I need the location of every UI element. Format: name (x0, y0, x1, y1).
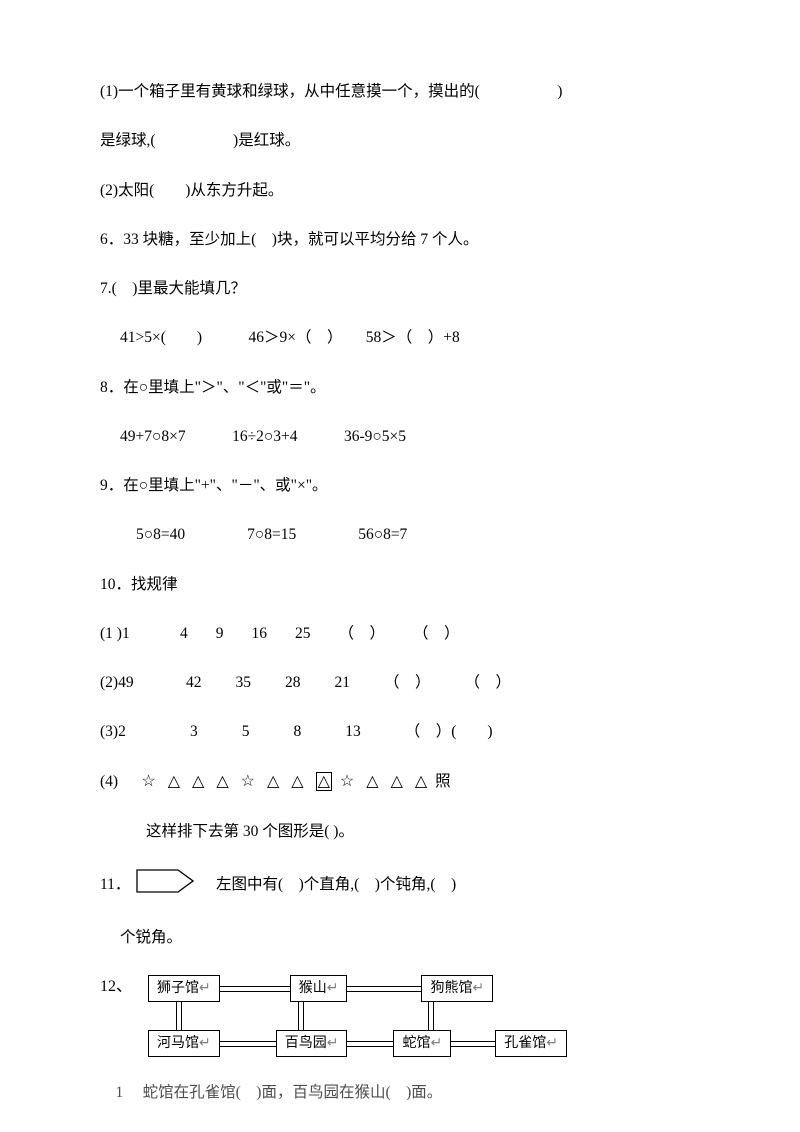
zoo-box: 狗熊馆↵ (421, 975, 493, 1002)
marker-icon: ↵ (472, 981, 484, 996)
q9a-line: 5○8=40 7○8=15 56○8=7 (100, 523, 700, 546)
q10-line: 10．找规律 (100, 573, 700, 596)
zoo-label: 孔雀馆 (504, 1036, 546, 1051)
seq-item: 42 (186, 671, 202, 694)
q10-2-row: (2)49 42 35 28 21 （ ） （ ） (100, 671, 700, 694)
q2-line: (2)太阳( )从东方升起。 (100, 179, 700, 202)
seq-item: 13 (345, 720, 361, 743)
seq-item: 16 (252, 622, 268, 645)
seq-label: (2)49 (100, 671, 152, 694)
seq-label: (1 )1 (100, 622, 152, 645)
q12-row: 12、 狮子馆↵ 猴山↵ 狗熊馆↵ 河马馆↵ 百鸟园↵ 蛇馆↵ (100, 975, 700, 1057)
seq-item: 9 (216, 622, 224, 645)
zoo-connector (428, 1002, 434, 1030)
q8a-line: 49+7○8×7 16÷2○3+4 36-9○5×5 (100, 425, 700, 448)
marker-icon: ↵ (327, 981, 339, 996)
zoo-box: 河马馆↵ (148, 1030, 220, 1057)
seq-item: 8 (294, 720, 302, 743)
q11-line: 11． 左图中有( )个直角,( )个钝角,( ) (100, 869, 700, 900)
zoo-connector (298, 1002, 304, 1030)
zoo-label: 猴山 (299, 981, 327, 996)
zoo-connector (220, 1041, 276, 1047)
zoo-label: 蛇馆 (402, 1036, 430, 1051)
q10-4-tail: 照 (435, 773, 451, 790)
zoo-label: 狗熊馆 (430, 981, 472, 996)
zoo-box: 蛇馆↵ (393, 1030, 451, 1057)
q6-line: 6．33 块糖，至少加上( )块，就可以平均分给 7 个人。 (100, 228, 700, 251)
zoo-box: 猴山↵ (290, 975, 348, 1002)
zoo-connector (347, 986, 421, 992)
zoo-diagram: 狮子馆↵ 猴山↵ 狗熊馆↵ 河马馆↵ 百鸟园↵ 蛇馆↵ 孔雀馆↵ (148, 975, 567, 1057)
q8-line: 8．在○里填上"＞"、"＜"或"＝"。 (100, 376, 700, 399)
zoo-box: 百鸟园↵ (276, 1030, 348, 1057)
seq-item: 4 (180, 622, 188, 645)
zoo-box: 狮子馆↵ (148, 975, 220, 1002)
q10-4-row: (4) ☆ △ △ △ ☆ △ △ △ ☆ △ △ △ 照 (100, 770, 700, 794)
zoo-connector (220, 986, 290, 992)
seq-item: （ ） (413, 622, 460, 645)
q1-line-b: 是绿球,( )是红球。 (100, 129, 700, 152)
zoo-connector (347, 1041, 393, 1047)
seq-item: 28 (285, 671, 301, 694)
q10-4b-line: 这样排下去第 30 个图形是( )。 (100, 820, 700, 843)
zoo-label: 河马馆 (157, 1036, 199, 1051)
seq-item: （ ） (384, 671, 431, 694)
q10-3-row: (3)2 3 5 8 13 （ ）( ) (100, 720, 700, 743)
q1-line-a: (1)一个箱子里有黄球和绿球，从中任意摸一个，摸出的( ) (100, 80, 700, 103)
q7a-line: 41>5×( ) 46＞9×（ ） 58＞（ ）+8 (100, 326, 700, 349)
q10-1-row: (1 )1 4 9 16 25 （ ） （ ） (100, 622, 700, 645)
seq-item: （ ） (339, 622, 386, 645)
marker-icon: ↵ (199, 981, 211, 996)
marker-icon: ↵ (327, 1036, 339, 1051)
seq-label: (3)2 (100, 720, 146, 743)
seq-item: （ ） (465, 671, 512, 694)
marker-icon: ↵ (199, 1036, 211, 1051)
seq-item: 25 (295, 622, 311, 645)
marker-icon: ↵ (546, 1036, 558, 1051)
shape-sequence: ☆ △ △ △ ☆ △ △ △ ☆ △ △ △ (141, 770, 431, 794)
seq-item: 5 (242, 720, 250, 743)
q12-label: 12、 (100, 975, 138, 999)
seq-item: （ ）( ) (405, 720, 493, 743)
zoo-label: 狮子馆 (157, 981, 199, 996)
q11b-line: 个锐角。 (100, 926, 700, 949)
zoo-box: 孔雀馆↵ (495, 1030, 567, 1057)
zoo-label: 百鸟园 (285, 1036, 327, 1051)
seq-item: 21 (335, 671, 351, 694)
zoo-connector (176, 1002, 182, 1030)
seq-label: (4) (100, 773, 118, 790)
q7-line: 7.( )里最大能填几？ (100, 277, 700, 300)
marker-icon: ↵ (430, 1036, 442, 1051)
q12-sub-line: 1 蛇馆在孔雀馆( )面，百鸟园在猴山( )面。 (100, 1081, 700, 1104)
q9-line: 9．在○里填上"+"、"－"、或"×"。 (100, 474, 700, 497)
zoo-connector (451, 1041, 495, 1047)
q11-post: 左图中有( )个直角,( )个钝角,( ) (200, 873, 456, 896)
q11-pre: 11． (100, 873, 130, 896)
seq-item: 3 (190, 720, 198, 743)
seq-item: 35 (236, 671, 252, 694)
pentagon-icon (136, 869, 194, 900)
